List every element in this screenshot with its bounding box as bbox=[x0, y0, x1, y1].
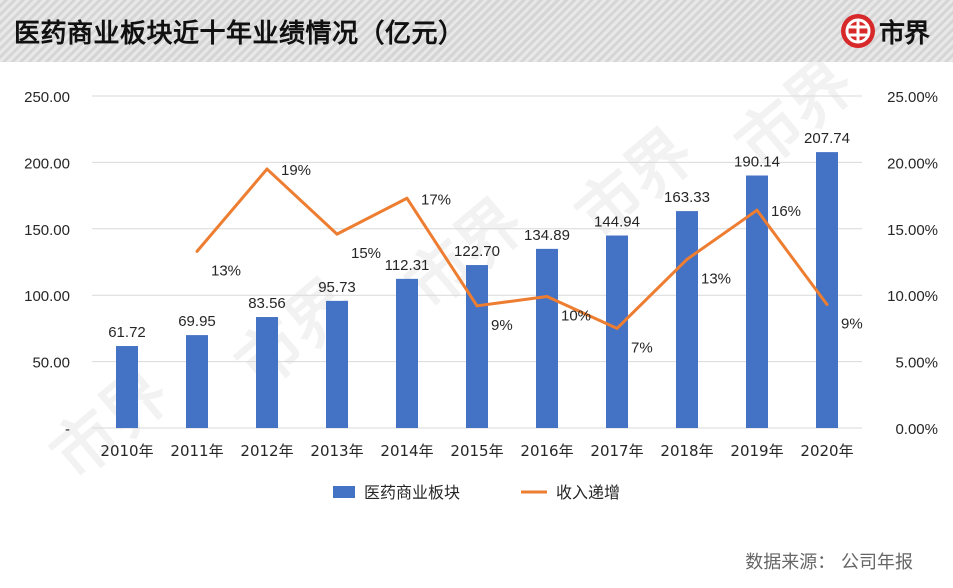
line-data-label: 9% bbox=[841, 315, 863, 332]
bar bbox=[396, 278, 418, 428]
line-point bbox=[545, 295, 549, 299]
y-left-tick-label: 150.00 bbox=[24, 222, 70, 239]
line-data-label: 17% bbox=[421, 191, 451, 208]
y-right-tick-label: 10.00% bbox=[887, 288, 938, 305]
bar bbox=[676, 211, 698, 428]
bar-data-label: 134.89 bbox=[524, 227, 570, 244]
x-tick-label: 2010年 bbox=[100, 442, 153, 460]
x-tick-label: 2015年 bbox=[450, 442, 503, 460]
bar-data-label: 144.94 bbox=[594, 214, 640, 231]
y-left-tick-label: 50.00 bbox=[32, 355, 70, 372]
line-data-label: 7% bbox=[631, 339, 653, 356]
y-right-tick-label: 5.00% bbox=[895, 355, 938, 372]
bar bbox=[256, 317, 278, 428]
bar bbox=[466, 265, 488, 428]
line-data-label: 13% bbox=[701, 270, 731, 287]
line-point bbox=[475, 304, 479, 308]
logo-mark-icon bbox=[840, 14, 875, 48]
line-point bbox=[265, 167, 269, 171]
bar-data-label: 122.70 bbox=[454, 243, 500, 260]
line-data-label: 10% bbox=[561, 308, 591, 325]
y-left-tick-label: 200.00 bbox=[24, 155, 70, 172]
line-point bbox=[195, 249, 199, 253]
x-tick-label: 2016年 bbox=[520, 442, 573, 460]
x-tick-label: 2019年 bbox=[730, 442, 783, 460]
line-data-label: 19% bbox=[281, 162, 311, 179]
axes: - 50.00 100.00 150.00 200.00 250.00 0.00% 5.00%… bbox=[24, 89, 938, 460]
line-series bbox=[195, 167, 829, 330]
line-data-label: 15% bbox=[351, 245, 381, 262]
bar-data-label: 207.74 bbox=[804, 130, 850, 147]
bar bbox=[536, 248, 558, 428]
bar bbox=[186, 335, 208, 428]
bar-data-label: 163.33 bbox=[664, 189, 710, 206]
data-labels: 61.72 69.95 83.56 95.73 112.31 122.70 134.89 14… bbox=[108, 130, 862, 356]
line-data-label: 9% bbox=[491, 317, 513, 334]
bar-data-label: 83.56 bbox=[248, 295, 286, 312]
bar bbox=[326, 300, 348, 428]
bar bbox=[746, 175, 768, 428]
bar-data-label: 95.73 bbox=[318, 279, 356, 296]
y-right-tick-label: 20.00% bbox=[887, 155, 938, 172]
legend-bar-label: 医药商业板块 bbox=[364, 483, 460, 502]
y-left-tick-label: 100.00 bbox=[24, 288, 70, 305]
y-left-tick-label: - bbox=[65, 421, 70, 438]
line-point bbox=[615, 326, 619, 330]
bar-data-label: 69.95 bbox=[178, 313, 216, 330]
data-source-note: 数据来源： 公司年报 bbox=[745, 552, 913, 573]
x-tick-label: 2012年 bbox=[240, 442, 293, 460]
x-tick-label: 2013年 bbox=[310, 442, 363, 460]
logo-text: 市界 bbox=[878, 18, 930, 49]
x-tick-label: 2011年 bbox=[170, 442, 223, 460]
y-right-tick-label: 0.00% bbox=[895, 421, 938, 438]
y-right-tick-label: 15.00% bbox=[887, 222, 938, 239]
line-path bbox=[195, 167, 829, 330]
bar bbox=[116, 346, 138, 428]
x-tick-label: 2018年 bbox=[660, 442, 713, 460]
line-point bbox=[685, 257, 689, 261]
brand-logo: 市界 bbox=[840, 13, 930, 49]
x-tick-label: 2020年 bbox=[800, 442, 853, 460]
line-point bbox=[335, 232, 339, 236]
bar-data-label: 61.72 bbox=[108, 324, 146, 341]
x-tick-label: 2017年 bbox=[590, 442, 643, 460]
line-point bbox=[755, 208, 759, 212]
bar-series bbox=[116, 152, 838, 428]
y-right-tick-label: 25.00% bbox=[887, 89, 938, 106]
x-tick-label: 2014年 bbox=[380, 442, 433, 460]
legend-line-label: 收入递增 bbox=[556, 483, 620, 502]
y-left-tick-label: 250.00 bbox=[24, 89, 70, 106]
bar-data-label: 112.31 bbox=[385, 257, 430, 274]
chart-title: 医药商业板块近十年业绩情况（亿元） bbox=[14, 19, 465, 49]
line-data-label: 13% bbox=[211, 262, 241, 279]
legend: 医药商业板块 收入递增 bbox=[333, 483, 620, 502]
legend-bar-swatch bbox=[333, 486, 355, 498]
line-data-label: 16% bbox=[771, 203, 801, 220]
header-banner: 医药商业板块近十年业绩情况（亿元） 市界 bbox=[0, 0, 953, 62]
bar bbox=[606, 235, 628, 428]
bar bbox=[816, 152, 838, 428]
line-point bbox=[405, 196, 409, 200]
line-point bbox=[825, 302, 829, 306]
bar-data-label: 190.14 bbox=[734, 153, 780, 170]
watermark-text: 市界 bbox=[38, 355, 184, 494]
